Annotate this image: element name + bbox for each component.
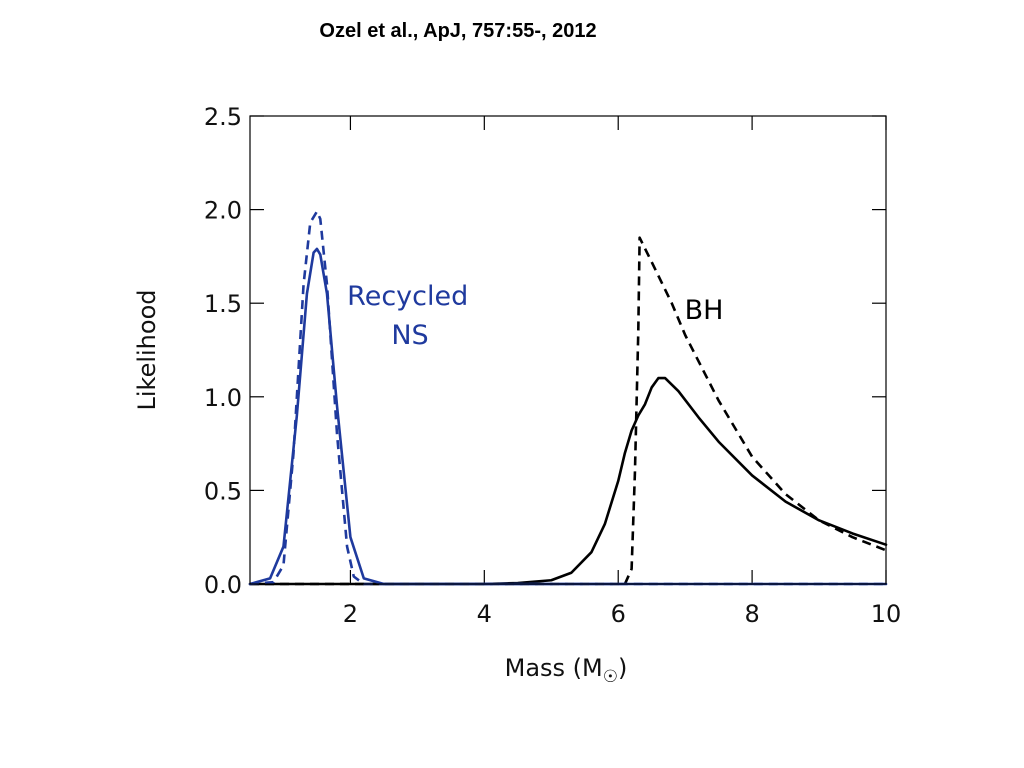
annotation-recycled-ns: Recycled NS bbox=[347, 281, 477, 351]
solar-mass-symbol: ☉ bbox=[603, 667, 618, 687]
annotation-recycled: Recycled bbox=[347, 281, 468, 312]
plot-frame bbox=[249, 115, 887, 585]
series-line-bh-solid bbox=[248, 376, 888, 586]
x-tick-label: 10 bbox=[871, 600, 902, 628]
x-axis-label-name: Mass bbox=[505, 654, 565, 682]
series-layer bbox=[248, 210, 888, 586]
y-tick-label: 0.0 bbox=[204, 571, 242, 599]
series-line-bh-dashed bbox=[250, 236, 887, 586]
x-axis-unit: M bbox=[582, 654, 603, 682]
x-tick-label: 4 bbox=[477, 600, 492, 628]
x-tick-label: 6 bbox=[611, 600, 626, 628]
x-tick-label: 8 bbox=[744, 600, 759, 628]
x-tick-label: 2 bbox=[343, 600, 358, 628]
series-line-recycled-ns-dashed bbox=[249, 210, 886, 586]
citation-title: Ozel et al., ApJ, 757:55-, 2012 bbox=[319, 20, 597, 42]
series-line-recycled-ns-solid bbox=[248, 247, 888, 586]
y-axis-label: Likelihood bbox=[133, 290, 161, 411]
annotation-bh: BH bbox=[685, 295, 724, 326]
y-tick-label: 2.5 bbox=[204, 103, 242, 131]
y-tick-label: 2.0 bbox=[204, 197, 242, 225]
y-tick-label: 1.5 bbox=[204, 290, 242, 318]
axis-ticks bbox=[250, 115, 887, 585]
y-tick-label: 0.5 bbox=[204, 477, 242, 505]
tick-labels: 0.0 0.5 1.0 1.5 2.0 2.5 2 4 6 8 10 bbox=[204, 103, 901, 628]
annotation-ns: NS bbox=[391, 320, 428, 351]
y-tick-label: 1.0 bbox=[204, 384, 242, 412]
x-axis-label: Mass (M☉) bbox=[505, 654, 628, 687]
